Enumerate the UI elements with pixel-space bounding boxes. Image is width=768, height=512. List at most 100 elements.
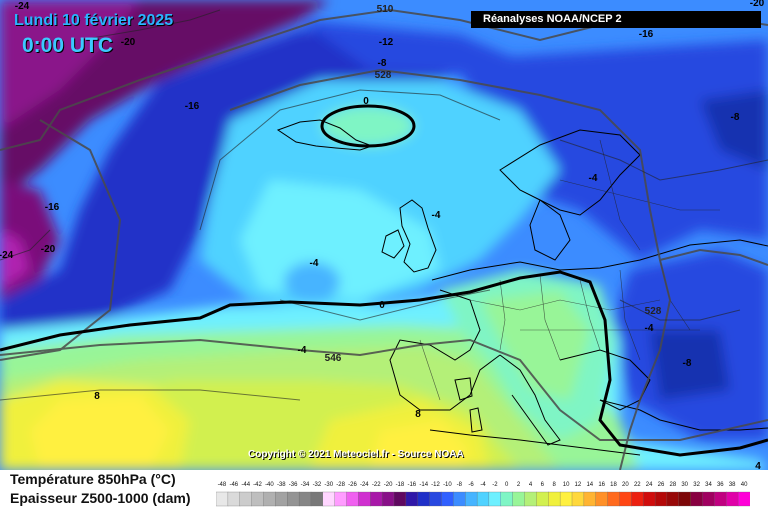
scale-swatch (393, 491, 407, 507)
scale-swatch (405, 491, 419, 507)
contour-label: -4 (310, 258, 319, 269)
scale-tick-label: 14 (586, 482, 593, 488)
scale-tick-label: 22 (634, 482, 641, 488)
scale-swatch (643, 491, 656, 507)
scale-swatch (429, 491, 442, 507)
contour-label: -12 (379, 37, 394, 48)
scale-swatch (726, 491, 739, 507)
scale-tick-label: -40 (265, 482, 274, 488)
scale-tick-label: 32 (693, 482, 700, 488)
contour-label: 546 (325, 353, 342, 364)
scale-tick-label: -48 (218, 482, 227, 488)
contour-label: -4 (645, 323, 654, 334)
contour-label: 4 (755, 461, 761, 470)
scale-tick-label: -42 (253, 482, 262, 488)
scale-tick-label: -2 (492, 482, 498, 488)
scale-swatch (571, 491, 585, 507)
scale-swatch (548, 491, 561, 507)
scale-swatch (619, 491, 632, 507)
contour-label: -16 (639, 29, 654, 40)
scale-swatch (465, 491, 478, 507)
scale-swatch (251, 491, 264, 507)
scale-tick-label: -12 (431, 482, 440, 488)
scale-swatch (358, 491, 371, 507)
scale-tick-label: 20 (622, 482, 629, 488)
scale-tick-label: 26 (658, 482, 665, 488)
zero-isotherm (0, 104, 768, 457)
scale-tick-label: -32 (313, 482, 322, 488)
scale-swatch (334, 491, 348, 507)
isotherm-contours (0, 9, 768, 401)
scale-tick-label: 18 (610, 482, 617, 488)
scale-tick-label: -18 (396, 482, 405, 488)
scale-swatch (690, 491, 704, 507)
scale-tick-label: -38 (277, 482, 286, 488)
scale-swatch (263, 491, 276, 507)
scale-swatch (559, 491, 573, 507)
scale-tick-label: -8 (457, 482, 463, 488)
color-scale: -48 -46 -44 -42 -40 -38 -36 -34 -32 -30 -28 -26 -24-… (216, 482, 750, 507)
scale-swatch (524, 491, 537, 507)
contour-label: -8 (378, 58, 387, 69)
contour-label: -16 (185, 101, 200, 112)
scale-swatch (239, 491, 253, 507)
contour-label: -20 (41, 244, 56, 255)
scale-swatch (714, 491, 727, 507)
scale-swatch (583, 491, 597, 507)
contour-label: -8 (731, 112, 740, 123)
scale-swatch (453, 491, 466, 507)
scale-swatch (678, 491, 692, 507)
legend-title-temperature: Température 850hPa (°C) (10, 471, 176, 487)
scale-swatch (666, 491, 680, 507)
scale-swatch (702, 491, 715, 507)
scale-tick-label: 12 (575, 482, 582, 488)
scale-tick-label: 24 (646, 482, 653, 488)
scale-tick-label: -26 (348, 482, 357, 488)
forecast-date: Lundi 10 février 2025 (14, 12, 174, 29)
scale-swatch (441, 491, 454, 507)
scale-tick-label: 16 (598, 482, 605, 488)
scale-swatch (512, 491, 526, 507)
contour-label: 0 (363, 96, 369, 107)
contour-label: 8 (94, 391, 100, 402)
scale-tick-label: -34 (301, 482, 310, 488)
contour-label: -20 (121, 37, 136, 48)
contour-label-group: -24 510 -20 -20 -12 -16 -8 528 -16 0 -8 … (0, 0, 765, 470)
scale-tick-label: -24 (360, 482, 369, 488)
scale-swatch (607, 491, 620, 507)
scale-swatch (287, 491, 300, 507)
scale-tick-label: 30 (681, 482, 688, 488)
weather-map: -24 510 -20 -20 -12 -16 -8 528 -16 0 -8 … (0, 0, 768, 470)
contour-label: 528 (375, 70, 392, 81)
scale-tick-label: -22 (372, 482, 381, 488)
scale-swatch (595, 491, 609, 507)
scale-tick-label: 28 (670, 482, 677, 488)
scale-swatch (310, 491, 324, 507)
contour-label: -4 (298, 345, 307, 356)
scale-tick-label: -36 (289, 482, 298, 488)
scale-tick-label: -16 (407, 482, 416, 488)
scale-tick-label: -44 (241, 482, 250, 488)
scale-swatch (654, 491, 668, 507)
data-source-label: Réanalyses NOAA/NCEP 2 (471, 11, 761, 28)
contour-label: 528 (645, 306, 662, 317)
scale-swatch (381, 491, 395, 507)
forecast-time: 0:00 UTC (22, 34, 114, 57)
legend-title-thickness: Epaisseur Z500-1000 (dam) (10, 490, 191, 506)
scale-tick-label: -20 (384, 482, 393, 488)
contour-label: -24 (0, 250, 14, 261)
scale-swatch (488, 491, 502, 507)
thickness-contours (0, 8, 768, 470)
scale-swatch (631, 491, 644, 507)
scale-swatch (346, 491, 359, 507)
scale-swatch (275, 491, 288, 507)
contour-label: 8 (415, 409, 421, 420)
contour-label: -4 (589, 173, 598, 184)
scale-tick-label: -14 (419, 482, 428, 488)
contour-label: -24 (15, 1, 30, 12)
scale-swatch (227, 491, 241, 507)
scale-tick-label: 6 (541, 482, 545, 488)
scale-tick-label: 36 (717, 482, 724, 488)
scale-tick-label: 10 (563, 482, 570, 488)
contour-label: -20 (750, 0, 765, 9)
